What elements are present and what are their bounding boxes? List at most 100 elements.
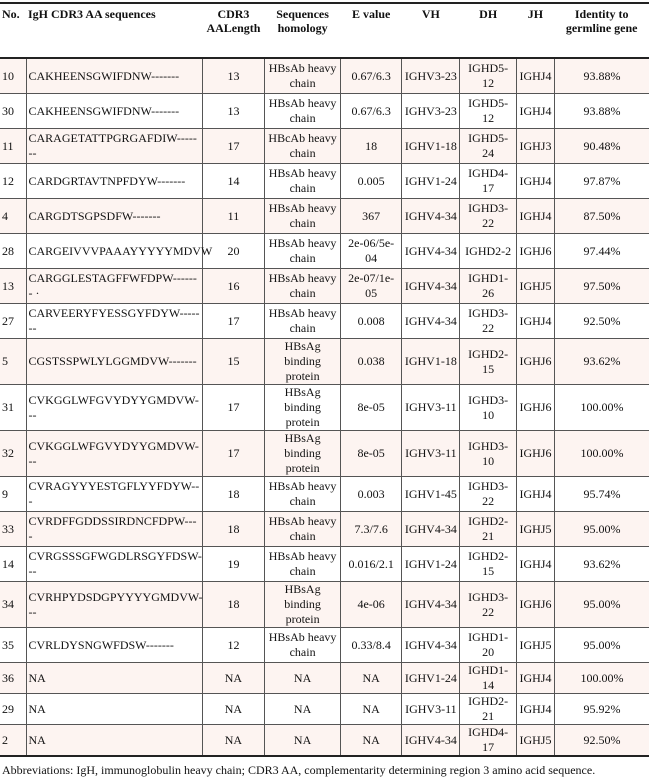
cell-homology: NA xyxy=(264,724,341,757)
cell-identity: 93.62% xyxy=(553,338,649,385)
cell-sequence: CVRLDYSNGWFDSW------- xyxy=(25,627,203,663)
cell-sequence: CVRDFFGDDSSIRDNCFDPW---- xyxy=(25,511,203,547)
results-table: No. IgH CDR3 AA sequences CDR3 AALength Seq… xyxy=(0,2,649,757)
cell-vh: IGHV3-11 xyxy=(401,384,461,431)
header-e-value: E value xyxy=(340,3,402,59)
cell-no: 31 xyxy=(0,384,27,431)
header-homology: Sequences homology xyxy=(264,3,341,59)
cell-homology: HBsAg binding protein xyxy=(264,384,341,431)
cell-identity: 100.00% xyxy=(553,430,649,477)
cell-homology: NA xyxy=(264,693,341,725)
cell-homology: NA xyxy=(264,662,341,694)
cell-jh: IGHJ4 xyxy=(516,303,555,339)
cell-homology: HBsAb heavy chain xyxy=(264,268,341,304)
header-dh: DH xyxy=(459,3,517,59)
cell-no: 12 xyxy=(0,163,27,199)
cell-dh: IGHD5-12 xyxy=(459,93,518,129)
table-row: 9 CVRAGYYYESTGFLYYFDYW--- 18 HBsAb heavy ch… xyxy=(0,476,649,512)
table-row: 4 CARGDTSGPSDFW------- 11 HBsAb heavy chain… xyxy=(0,198,649,234)
cell-e-value: 2e-07/1e-05 xyxy=(339,268,403,304)
cell-vh: IGHV4-34 xyxy=(401,233,461,269)
table-row: 34 CVRHPYDSDGPYYYYGMDVW--- 18 HBsAg binding… xyxy=(0,581,649,628)
cell-sequence: CARGEIVVVPAAAYYYYYMDVW xyxy=(25,233,212,269)
cell-no: 14 xyxy=(0,546,27,582)
cell-identity: 97.44% xyxy=(553,233,649,269)
cell-jh: IGHJ3 xyxy=(516,128,555,164)
cell-e-value: 0.67/6.3 xyxy=(339,57,403,94)
cell-no: 4 xyxy=(0,198,27,234)
cell-identity: 97.50% xyxy=(553,268,649,304)
cell-no: 32 xyxy=(0,430,27,477)
cell-no: 29 xyxy=(0,693,27,725)
table-row: 13 CARGGLESTAGFFWFDPW------- · 16 HBsAb hea… xyxy=(0,268,649,304)
table-row: 30 CAKHEENSGWIFDNW------- 13 HBsAb heavy ch… xyxy=(0,93,649,129)
cell-no: 11 xyxy=(0,128,27,164)
cell-sequence: CAKHEENSGWIFDNW------- xyxy=(25,57,203,94)
cell-cdr3-length: 18 xyxy=(201,581,266,628)
cell-dh: IGHD1-14 xyxy=(459,662,518,694)
header-row: No. IgH CDR3 AA sequences CDR3 AALength Seq… xyxy=(0,3,649,59)
cell-identity: 95.00% xyxy=(553,581,649,628)
cell-cdr3-length: 17 xyxy=(201,384,266,431)
cell-cdr3-length: 11 xyxy=(201,198,266,234)
cell-vh: IGHV4-34 xyxy=(401,511,461,547)
cell-e-value: NA xyxy=(339,724,403,757)
header-no: No. xyxy=(0,3,26,59)
cell-cdr3-length: 18 xyxy=(201,476,266,512)
cell-sequence: CGSTSSPWLYLGGMDVW------- xyxy=(25,338,203,385)
cell-dh: IGHD1-20 xyxy=(459,627,518,663)
table-row: 5 CGSTSSPWLYLGGMDVW------- 15 HBsAg binding… xyxy=(0,338,649,385)
table-row: 31 CVKGGLWFGVYDYYGMDVW--- 17 HBsAg binding … xyxy=(0,384,649,431)
cell-e-value: 0.005 xyxy=(339,163,403,199)
cell-sequence: CAKHEENSGWIFDNW------- xyxy=(25,93,203,129)
cell-cdr3-length: 17 xyxy=(201,430,266,477)
cell-no: 2 xyxy=(0,724,27,757)
cell-cdr3-length: 15 xyxy=(201,338,266,385)
table-row: 35 CVRLDYSNGWFDSW------- 12 HBsAb heavy cha… xyxy=(0,627,649,663)
cell-dh: IGHD3-10 xyxy=(459,430,518,477)
cell-no: 27 xyxy=(0,303,27,339)
cell-dh: IGHD2-2 xyxy=(459,233,518,269)
cell-jh: IGHJ6 xyxy=(516,338,555,385)
cell-jh: IGHJ6 xyxy=(516,384,555,431)
cell-no: 5 xyxy=(0,338,27,385)
table-row: 29 NA NA NA NA IGHV3-11 IGHD2-21 IGHJ4 95.92% xyxy=(0,693,649,725)
cell-no: 28 xyxy=(0,233,27,269)
cell-no: 35 xyxy=(0,627,27,663)
cell-identity: 93.88% xyxy=(553,57,649,94)
cell-e-value: NA xyxy=(339,662,403,694)
cell-cdr3-length: 13 xyxy=(201,57,266,94)
cell-cdr3-length: 19 xyxy=(201,546,266,582)
cell-homology: HBcAb heavy chain xyxy=(264,128,341,164)
header-vh: VH xyxy=(401,3,460,59)
cell-jh: IGHJ5 xyxy=(516,268,555,304)
cell-vh: IGHV3-23 xyxy=(401,57,461,94)
cell-sequence: CARAGETATTPGRGAFDIW------- xyxy=(25,128,203,164)
cell-jh: IGHJ5 xyxy=(516,724,555,757)
cell-homology: HBsAb heavy chain xyxy=(264,303,341,339)
cell-identity: 93.62% xyxy=(553,546,649,582)
cell-sequence: CVKGGLWFGVYDYYGMDVW--- xyxy=(25,384,203,431)
cell-homology: HBsAb heavy chain xyxy=(264,546,341,582)
cell-identity: 95.92% xyxy=(553,693,649,725)
cell-dh: IGHD5-12 xyxy=(459,57,518,94)
table-row: 2 NA NA NA NA IGHV4-34 IGHD4-17 IGHJ5 92.50% xyxy=(0,724,649,757)
cell-homology: HBsAb heavy chain xyxy=(264,233,341,269)
cell-cdr3-length: 17 xyxy=(201,303,266,339)
cell-vh: IGHV3-11 xyxy=(401,693,461,725)
cell-sequence: NA xyxy=(25,662,203,694)
cell-vh: IGHV4-34 xyxy=(401,303,461,339)
cell-cdr3-length: 14 xyxy=(201,163,266,199)
cell-cdr3-length: 20 xyxy=(201,233,266,269)
cell-identity: 100.00% xyxy=(553,662,649,694)
cell-jh: IGHJ4 xyxy=(516,57,555,94)
cell-vh: IGHV1-24 xyxy=(401,546,461,582)
cell-identity: 97.87% xyxy=(553,163,649,199)
cell-dh: IGHD5-24 xyxy=(459,128,518,164)
cell-no: 33 xyxy=(0,511,27,547)
cell-e-value: 0.003 xyxy=(339,476,403,512)
table-body: 10 CAKHEENSGWIFDNW------- 13 HBsAb heavy ch… xyxy=(0,57,649,757)
cell-no: 9 xyxy=(0,476,27,512)
cell-homology: HBsAb heavy chain xyxy=(264,511,341,547)
cell-e-value: 0.33/8.4 xyxy=(339,627,403,663)
